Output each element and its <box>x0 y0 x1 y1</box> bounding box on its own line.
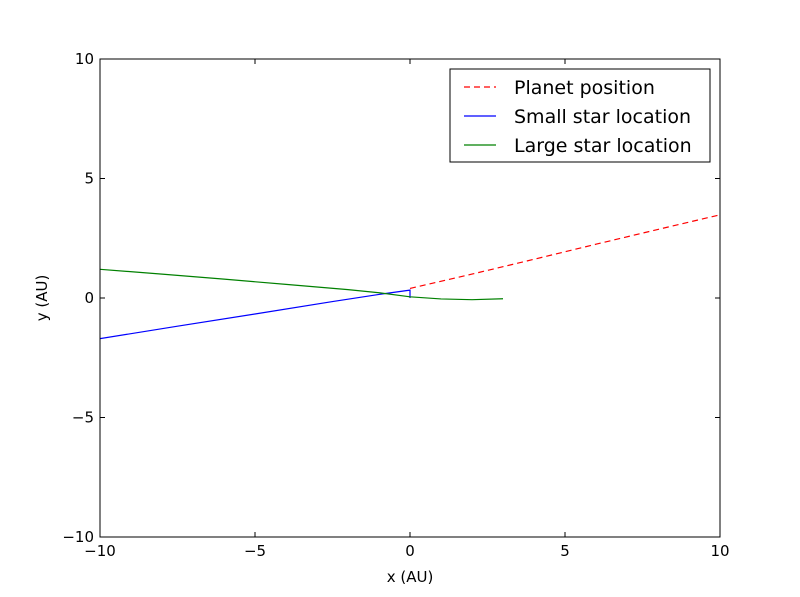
series-line-3 <box>100 268 504 301</box>
legend-entry-label: Small star location <box>514 106 691 128</box>
x-tick-label: −10 <box>84 542 116 560</box>
x-tick-label: 10 <box>710 542 729 560</box>
legend-entry-label: Large star location <box>514 135 692 157</box>
y-tick-label: −5 <box>72 409 94 427</box>
series-line-2 <box>100 289 411 340</box>
y-tick-label: 10 <box>75 50 94 68</box>
legend-entry-label: Planet position <box>514 77 655 99</box>
series-line-1 <box>409 214 720 290</box>
x-tick-label: −5 <box>244 542 266 560</box>
legend: Planet position Small star location Large … <box>449 68 711 163</box>
y-tick-label: −10 <box>62 528 94 546</box>
y-tick-label: 5 <box>84 170 94 188</box>
x-tick-label: 5 <box>560 542 570 560</box>
ticks-layer: −10 −5 0 5 10 −10 −5 0 5 10 <box>62 50 729 560</box>
y-tick-label: 0 <box>84 289 94 307</box>
x-tick-label: 0 <box>405 542 415 560</box>
series-layer <box>100 214 720 340</box>
x-axis-label: x (AU) <box>387 568 434 586</box>
y-axis-label: y (AU) <box>33 275 51 322</box>
